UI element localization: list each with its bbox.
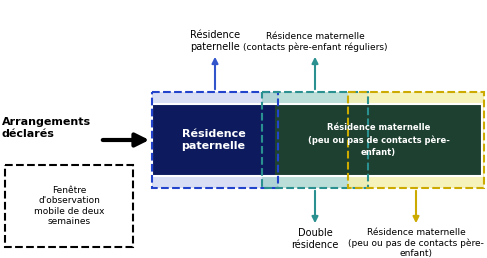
Bar [152,104,275,176]
Text: Résidence maternelle
(peu ou pas de contacts père-
enfant): Résidence maternelle (peu ou pas de cont… [308,123,450,157]
Bar [348,92,484,188]
Bar [348,92,484,188]
Bar [262,92,368,188]
Bar [262,92,368,188]
Bar [152,92,278,188]
Text: Résidence
paternelle: Résidence paternelle [190,30,240,52]
Bar [275,104,482,176]
Text: Arrangements
déclarés: Arrangements déclarés [2,117,91,139]
Bar [152,104,482,176]
Text: Résidence maternelle
(contacts père-enfant réguliers): Résidence maternelle (contacts père-enfa… [243,32,387,52]
Bar [152,92,278,188]
Text: Double
résidence: Double résidence [291,228,338,249]
Text: Fenêtre
d'observation
mobile de deux
semaines: Fenêtre d'observation mobile de deux sem… [34,186,104,226]
Text: Résidence maternelle
(peu ou pas de contacts père-
enfant): Résidence maternelle (peu ou pas de cont… [348,228,484,258]
Bar [5,165,133,247]
Text: Résidence
paternelle: Résidence paternelle [182,129,245,151]
